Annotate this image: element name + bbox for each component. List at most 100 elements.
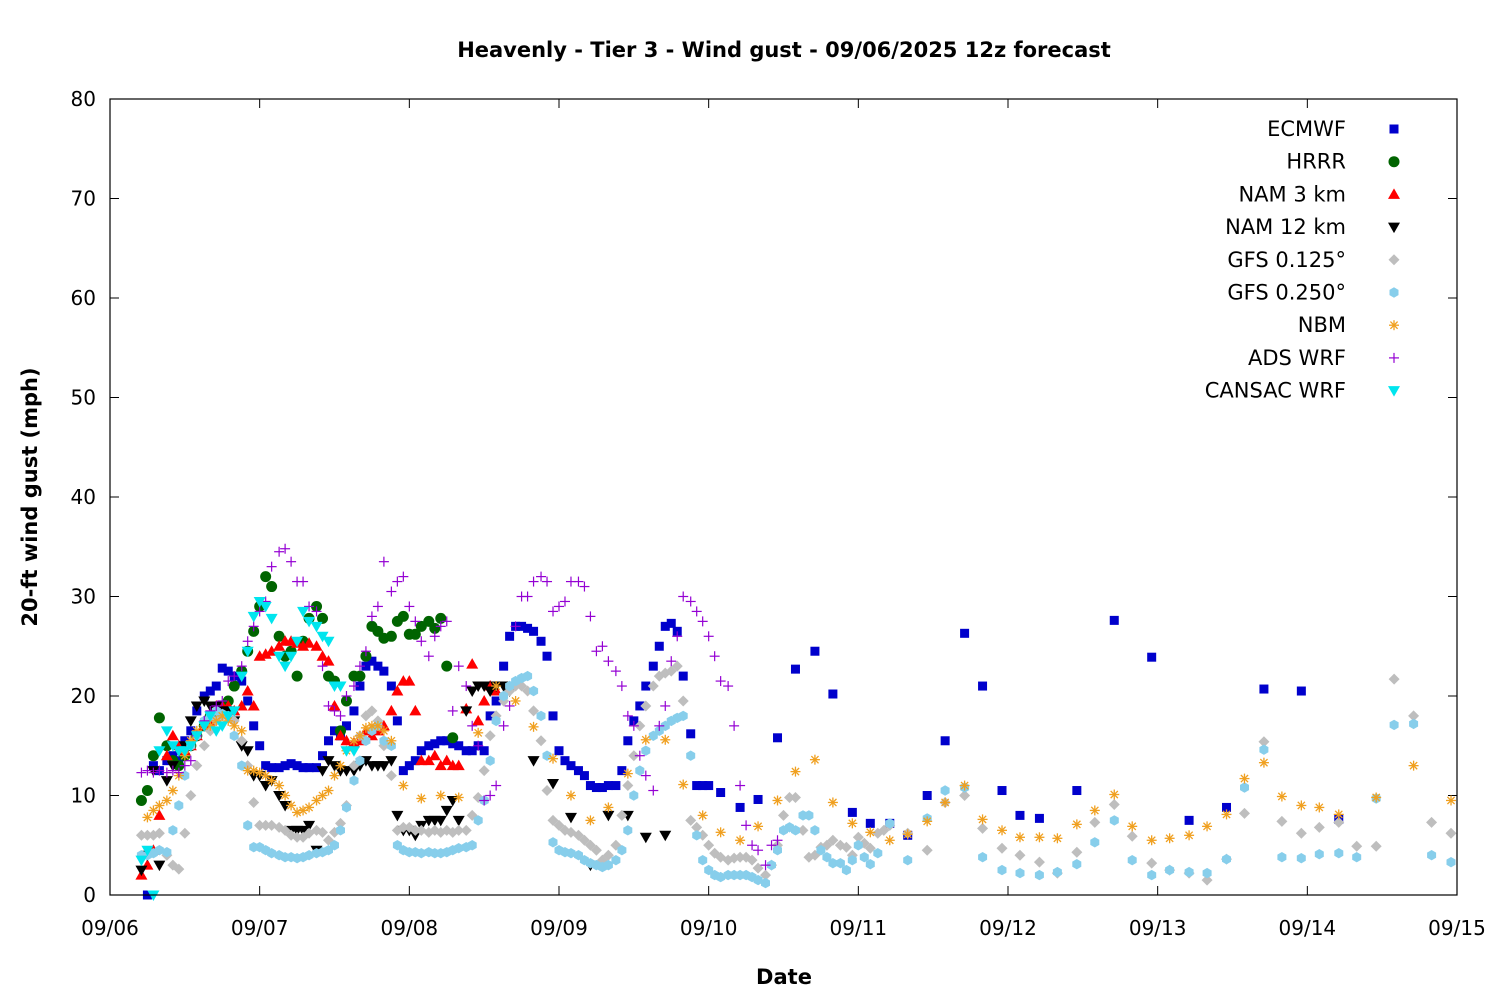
data-point [167, 765, 178, 776]
data-point [597, 783, 607, 793]
data-point [261, 761, 271, 771]
data-point [648, 661, 658, 671]
data-point [228, 680, 240, 692]
data-point [573, 766, 583, 776]
data-point [184, 741, 197, 752]
data-point [422, 754, 435, 766]
data-point [335, 760, 346, 771]
data-point [410, 756, 420, 766]
legend-marker [1388, 188, 1400, 199]
data-point [1295, 827, 1307, 839]
data-point [361, 735, 371, 746]
data-point [236, 735, 248, 747]
data-point [579, 771, 589, 781]
data-point [416, 746, 426, 756]
data-point [635, 765, 645, 776]
data-point [441, 616, 452, 627]
data-point [166, 729, 179, 741]
data-point [585, 781, 595, 791]
data-point [223, 676, 234, 687]
data-point [659, 830, 672, 842]
data-point [354, 670, 366, 682]
data-point [397, 610, 409, 622]
data-point [229, 720, 240, 731]
data-point [628, 750, 640, 762]
data-point [160, 749, 173, 761]
data-point [434, 759, 447, 771]
data-point [723, 681, 734, 692]
data-point [1127, 855, 1137, 866]
x-tick-label: 09/14 [1279, 916, 1337, 940]
legend-marker [1389, 287, 1399, 298]
data-point [623, 825, 633, 836]
data-point [361, 661, 371, 671]
legend-label: NAM 3 km [1238, 182, 1346, 206]
data-point [247, 699, 260, 711]
data-point [617, 766, 627, 776]
data-point [1313, 821, 1325, 833]
data-point [409, 628, 421, 640]
data-point [940, 797, 951, 808]
data-point [484, 730, 496, 742]
data-point [410, 616, 421, 627]
data-point [564, 812, 577, 824]
data-point [323, 785, 334, 796]
data-point [366, 720, 377, 731]
data-point [478, 765, 490, 777]
data-point [303, 637, 316, 648]
data-point [1127, 821, 1138, 832]
data-point [654, 720, 665, 731]
data-point [185, 755, 196, 766]
data-point [753, 874, 763, 886]
data-point [243, 820, 253, 831]
data-point [997, 864, 1007, 876]
data-point [435, 621, 446, 632]
data-point [1238, 807, 1250, 819]
data-point [349, 775, 359, 786]
data-point [154, 765, 165, 776]
data-point [790, 766, 801, 777]
data-point [404, 761, 414, 771]
data-point [559, 596, 570, 607]
data-point [198, 696, 211, 707]
data-point [448, 739, 458, 749]
data-point [510, 621, 521, 632]
data-point [473, 740, 484, 751]
data-point [453, 661, 464, 672]
data-point [341, 721, 351, 731]
data-point [330, 726, 339, 736]
data-point [185, 790, 197, 801]
data-point [254, 819, 266, 831]
data-point [977, 814, 988, 825]
data-point [260, 571, 272, 583]
data-point [1258, 757, 1269, 768]
data-point [461, 681, 472, 692]
data-point [735, 802, 745, 812]
data-point [136, 767, 147, 778]
data-point [1071, 846, 1083, 858]
data-point [554, 601, 564, 612]
data-point [691, 821, 703, 833]
data-point [527, 756, 540, 767]
data-point [1388, 673, 1400, 685]
data-point [267, 848, 277, 859]
y-tick-label: 20 [71, 684, 96, 708]
data-point [312, 763, 322, 773]
data-point [249, 721, 259, 731]
data-point [179, 760, 190, 771]
data-point [1221, 809, 1232, 820]
data-point [316, 766, 329, 777]
data-point [1072, 859, 1082, 870]
data-point [827, 797, 838, 808]
data-point [452, 815, 465, 827]
data-point [298, 576, 309, 587]
data-point [385, 770, 397, 782]
data-point [1314, 849, 1324, 860]
data-point [585, 815, 596, 826]
data-point [153, 809, 166, 820]
data-point [692, 830, 702, 841]
data-point [385, 704, 398, 716]
data-point [274, 546, 285, 557]
data-point [536, 710, 546, 722]
data-point [666, 618, 676, 628]
